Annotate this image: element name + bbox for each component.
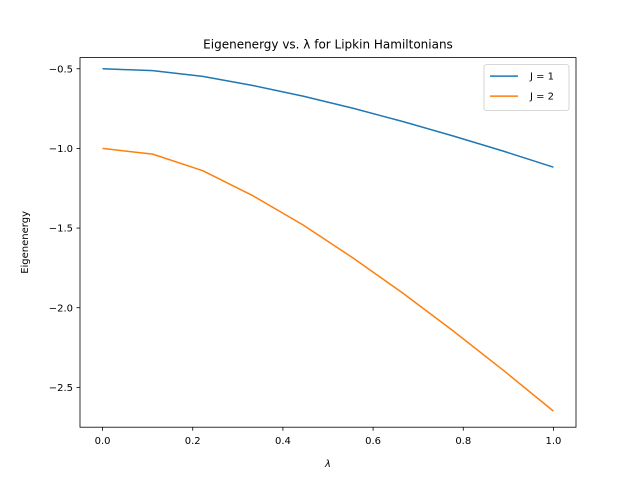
x-axis-label: λ bbox=[324, 459, 331, 470]
x-tick-label: 1.0 bbox=[546, 436, 562, 447]
y-tick-label: −1.5 bbox=[49, 224, 73, 235]
y-tick-label: −2.0 bbox=[49, 303, 73, 314]
legend: J = 1 J = 2 bbox=[483, 64, 570, 111]
x-tick-label: 0.0 bbox=[95, 436, 111, 447]
x-axis: 0.0 0.2 0.4 0.6 0.8 1.0 bbox=[95, 427, 562, 447]
y-tick-label: −2.5 bbox=[49, 383, 73, 394]
legend-label-2: J = 2 bbox=[529, 92, 554, 103]
y-axis-label: Eigenenergy bbox=[20, 211, 31, 274]
legend-box bbox=[483, 64, 570, 111]
chart-title: Eigenenergy vs. λ for Lipkin Hamiltonian… bbox=[203, 38, 453, 52]
y-tick-label: −0.5 bbox=[49, 64, 73, 75]
axes-frame bbox=[79, 57, 577, 428]
plot-area bbox=[102, 68, 554, 412]
x-tick-label: 0.4 bbox=[275, 436, 291, 447]
x-tick-label: 0.8 bbox=[455, 436, 471, 447]
x-tick-label: 0.2 bbox=[185, 436, 201, 447]
legend-label-1: J = 1 bbox=[529, 72, 554, 83]
series-line-2 bbox=[102, 147, 554, 412]
x-tick-label: 0.6 bbox=[365, 436, 381, 447]
series-line-1 bbox=[102, 68, 554, 168]
y-axis: −0.5 −1.0 −1.5 −2.0 −2.5 bbox=[49, 64, 80, 394]
y-tick-label: −1.0 bbox=[49, 144, 73, 155]
